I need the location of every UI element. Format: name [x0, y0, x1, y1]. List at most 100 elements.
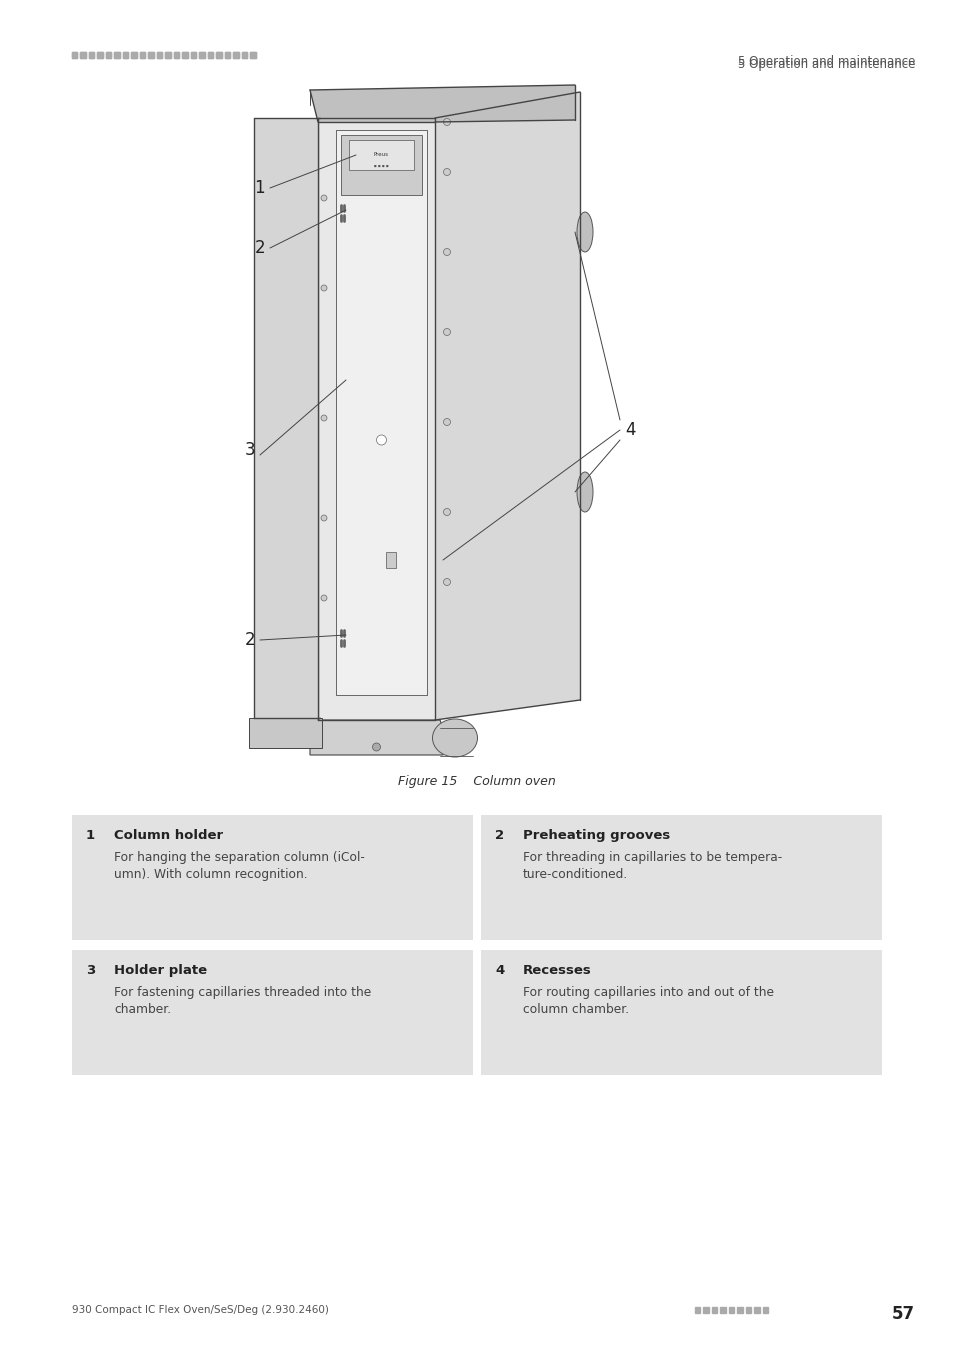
Text: 2: 2 [495, 829, 503, 842]
Bar [233, 53, 239, 58]
Polygon shape [310, 85, 575, 122]
Ellipse shape [577, 472, 593, 512]
Text: 57: 57 [891, 1305, 914, 1323]
Text: For fastening capillaries threaded into the: For fastening capillaries threaded into … [113, 986, 371, 999]
Text: 5 Operation and maintenance: 5 Operation and maintenance [737, 55, 914, 68]
Bar [728, 1307, 734, 1312]
Circle shape [443, 509, 450, 516]
Text: 3: 3 [86, 964, 95, 977]
Circle shape [376, 435, 386, 446]
Circle shape [443, 328, 450, 336]
Circle shape [443, 418, 450, 425]
Circle shape [443, 579, 450, 586]
Polygon shape [310, 720, 442, 755]
Text: ■: ■ [382, 163, 384, 167]
Bar [106, 53, 112, 58]
Text: ■: ■ [374, 163, 376, 167]
Polygon shape [335, 130, 427, 695]
Bar [114, 53, 120, 58]
Text: umn). With column recognition.: umn). With column recognition. [113, 868, 307, 882]
Bar [702, 1307, 708, 1312]
Text: 5 Operation and maintenance: 5 Operation and maintenance [737, 58, 914, 72]
Circle shape [443, 248, 450, 255]
Bar [182, 53, 188, 58]
Text: 1: 1 [86, 829, 95, 842]
Text: 3: 3 [244, 441, 254, 459]
Bar [71, 53, 77, 58]
Circle shape [443, 119, 450, 126]
Bar [173, 53, 179, 58]
Bar [132, 53, 137, 58]
Bar [762, 1307, 768, 1312]
Bar [191, 53, 196, 58]
Bar [233, 53, 239, 58]
Bar [165, 53, 171, 58]
Text: For routing capillaries into and out of the: For routing capillaries into and out of … [522, 986, 773, 999]
Text: ture-conditioned.: ture-conditioned. [522, 868, 628, 882]
Text: For hanging the separation column (iCol-: For hanging the separation column (iCol- [113, 850, 364, 864]
Bar [149, 53, 153, 58]
Bar [242, 53, 247, 58]
Bar [149, 53, 153, 58]
Text: 2: 2 [244, 630, 254, 649]
Bar [80, 53, 86, 58]
Bar [71, 815, 473, 940]
Bar [199, 53, 205, 58]
Bar [173, 53, 179, 58]
Bar [140, 53, 146, 58]
Text: 1: 1 [254, 180, 265, 197]
Bar [132, 53, 137, 58]
Polygon shape [317, 117, 435, 720]
Bar [123, 53, 129, 58]
Bar [89, 53, 94, 58]
Circle shape [320, 285, 327, 292]
Bar [480, 950, 882, 1075]
Bar [114, 53, 120, 58]
Bar [208, 53, 213, 58]
Text: ■: ■ [377, 163, 380, 167]
Polygon shape [435, 92, 579, 720]
Circle shape [443, 169, 450, 176]
Bar [251, 53, 255, 58]
Bar [71, 950, 473, 1075]
Bar [97, 53, 103, 58]
Text: 2: 2 [254, 239, 265, 256]
Text: Recesses: Recesses [522, 964, 591, 977]
Bar [386, 552, 396, 568]
Polygon shape [349, 140, 414, 170]
Bar [97, 53, 103, 58]
Circle shape [320, 194, 327, 201]
Bar [737, 1307, 742, 1312]
Text: column chamber.: column chamber. [522, 1003, 628, 1017]
Circle shape [372, 743, 380, 751]
Bar [216, 53, 222, 58]
Bar [199, 53, 205, 58]
Text: 930 Compact IC Flex Oven/SeS/Deg (2.930.2460): 930 Compact IC Flex Oven/SeS/Deg (2.930.… [71, 1305, 329, 1315]
Bar [182, 53, 188, 58]
Bar [480, 815, 882, 940]
Bar [165, 53, 171, 58]
Bar [140, 53, 146, 58]
Polygon shape [340, 135, 421, 194]
Circle shape [320, 414, 327, 421]
Bar [80, 53, 86, 58]
Text: ■: ■ [386, 163, 389, 167]
Bar [225, 53, 231, 58]
Text: Column holder: Column holder [113, 829, 223, 842]
Ellipse shape [432, 720, 477, 757]
Bar [191, 53, 196, 58]
Circle shape [320, 595, 327, 601]
Circle shape [320, 514, 327, 521]
Text: 4: 4 [624, 421, 635, 439]
Bar [754, 1307, 760, 1312]
Bar [123, 53, 129, 58]
Bar [251, 53, 255, 58]
Polygon shape [253, 117, 319, 718]
Bar [157, 53, 162, 58]
Text: Preus: Preus [374, 153, 389, 157]
Polygon shape [249, 718, 322, 748]
Bar [711, 1307, 717, 1312]
Bar [71, 53, 77, 58]
Bar [745, 1307, 751, 1312]
Bar [720, 1307, 725, 1312]
